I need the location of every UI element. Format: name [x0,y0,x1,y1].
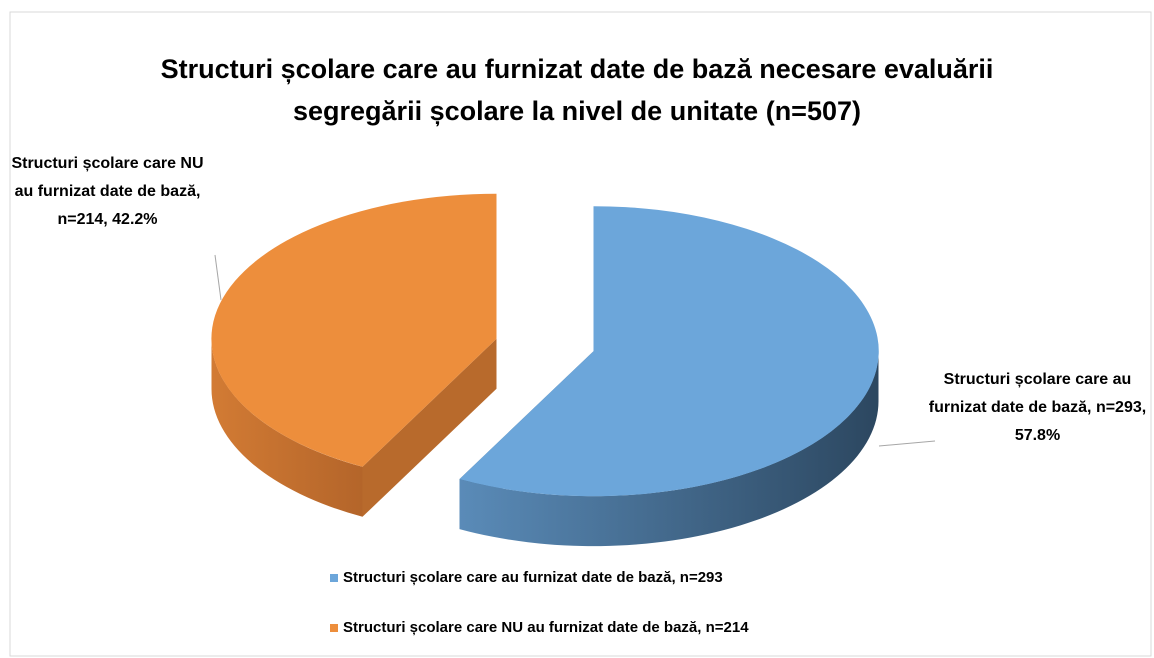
legend-marker [330,574,338,582]
slice-side [459,351,879,547]
chart-title: Structuri școlare care au furnizat date … [160,54,994,126]
legend-entry: Structuri școlare care au furnizat date … [343,569,723,586]
leader-line [214,254,222,301]
data-label: Structuri școlare care NU au furnizat da… [11,155,204,228]
slice-cut-face [362,338,497,517]
leader-line [878,440,936,447]
chart-border [9,11,1152,657]
slice-side [211,338,363,517]
legend-entry: Structuri școlare care NU au furnizat da… [343,619,749,636]
legend-marker [330,624,338,632]
data-label: Structuri școlare care au furnizat date … [928,371,1147,444]
pie-slice [459,206,879,497]
pie-slice [211,193,497,467]
